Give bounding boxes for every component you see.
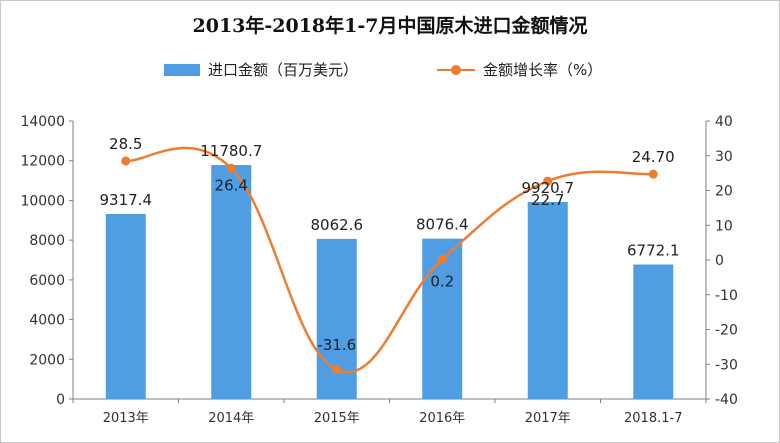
bar bbox=[527, 202, 568, 399]
growth-value-label: 24.70 bbox=[632, 148, 675, 166]
right-tick-label: 10 bbox=[715, 218, 733, 234]
left-tick-label: 8000 bbox=[29, 233, 65, 249]
growth-point bbox=[226, 163, 236, 173]
legend: 进口金额（百万美元） 金额增长率（%） bbox=[1, 59, 779, 81]
right-tick-label: 20 bbox=[715, 184, 733, 200]
bar-value-label: 8076.4 bbox=[416, 216, 469, 234]
bar bbox=[316, 238, 357, 399]
x-tick-label: 2017年 bbox=[525, 411, 571, 426]
left-tick-label: 2000 bbox=[29, 352, 65, 368]
right-tick-label: 30 bbox=[715, 149, 733, 165]
growth-point bbox=[437, 254, 447, 264]
legend-line-label: 金额增长率（%） bbox=[483, 61, 603, 79]
right-tick-label: -30 bbox=[715, 357, 738, 373]
legend-bar-swatch bbox=[164, 63, 200, 76]
growth-line-path bbox=[125, 146, 654, 374]
growth-point bbox=[543, 176, 553, 186]
legend-bar-label: 进口金额（百万美元） bbox=[208, 61, 359, 79]
growth-value-label: 0.2 bbox=[430, 272, 454, 290]
bar-value-label: 8062.6 bbox=[311, 216, 364, 234]
bar bbox=[422, 238, 463, 399]
bar-value-label: 9317.4 bbox=[100, 191, 153, 209]
right-tick-label: 0 bbox=[715, 253, 724, 269]
right-tick-label: -40 bbox=[715, 392, 738, 408]
right-tick-label: 40 bbox=[715, 114, 733, 130]
data-labels: 9317.4 11780.7 8062.6 8076.4 9920.7 6772.1 28.… bbox=[100, 135, 680, 354]
x-tick-label: 2016年 bbox=[419, 411, 465, 426]
bars bbox=[105, 165, 674, 399]
growth-value-label: 28.5 bbox=[109, 135, 142, 153]
x-tick-label: 2014年 bbox=[208, 411, 254, 426]
growth-point bbox=[121, 156, 131, 166]
legend-item-bar: 进口金额（百万美元） bbox=[164, 59, 358, 80]
growth-value-label: -31.6 bbox=[317, 336, 356, 354]
bar-value-label: 6772.1 bbox=[627, 242, 680, 260]
growth-point bbox=[332, 365, 342, 375]
left-tick-label: 10000 bbox=[20, 193, 65, 209]
growth-point bbox=[648, 169, 658, 179]
bar bbox=[211, 165, 252, 399]
x-tick-label: 2013年 bbox=[103, 411, 149, 426]
left-tick-label: 12000 bbox=[20, 154, 65, 170]
right-tick-label: -20 bbox=[715, 323, 738, 339]
growth-line bbox=[121, 146, 658, 375]
left-tick-label: 0 bbox=[56, 392, 65, 408]
bar-value-label: 9920.7 bbox=[522, 179, 575, 197]
right-tick-label: -10 bbox=[715, 288, 738, 304]
bar-value-label: 11780.7 bbox=[200, 142, 262, 160]
left-tick-label: 14000 bbox=[20, 114, 65, 130]
axes: 0 2000 4000 6000 8000 10000 12000 14000 -40 -30 -2… bbox=[20, 114, 737, 426]
legend-item-line: 金额增长率（%） bbox=[437, 59, 602, 80]
chart-title: 2013年-2018年1-7月中国原木进口金额情况 bbox=[192, 15, 588, 37]
growth-value-label: 22.7 bbox=[531, 191, 564, 209]
x-tick-label: 2018.1-7 bbox=[624, 411, 682, 426]
left-tick-label: 4000 bbox=[29, 313, 65, 329]
bar bbox=[105, 213, 146, 399]
legend-line-swatch bbox=[437, 64, 475, 76]
bar bbox=[633, 264, 674, 399]
growth-value-label: 26.4 bbox=[215, 176, 248, 194]
x-tick-label: 2015年 bbox=[314, 411, 360, 426]
left-tick-label: 6000 bbox=[29, 273, 65, 289]
